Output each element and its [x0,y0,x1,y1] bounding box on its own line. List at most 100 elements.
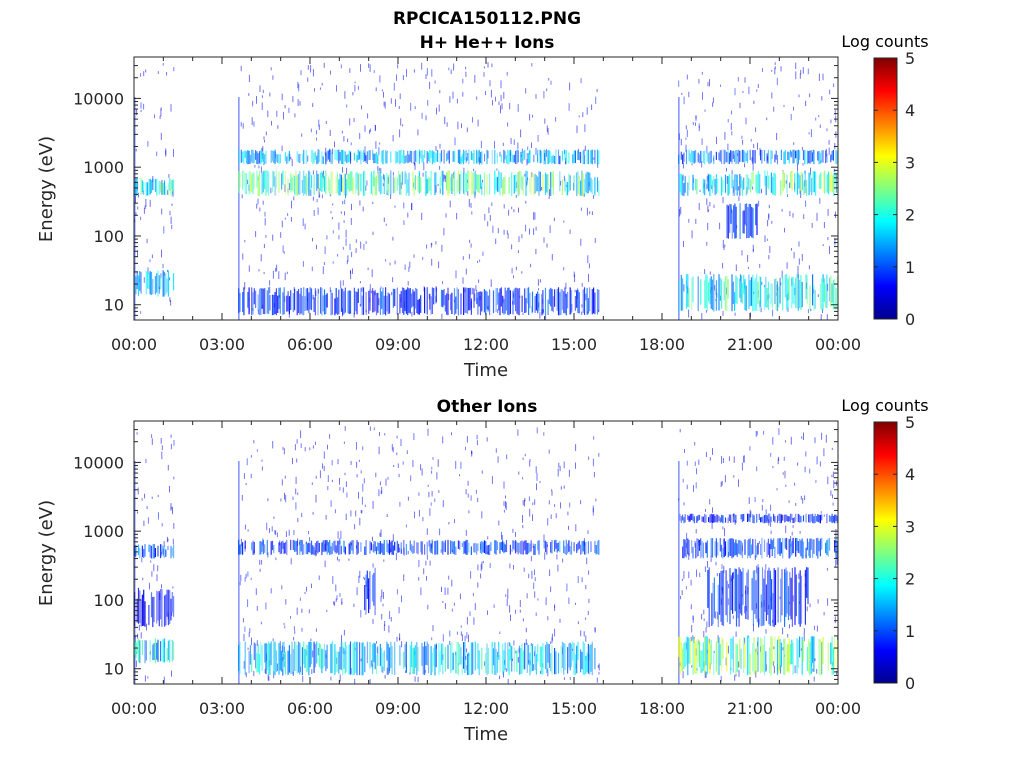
count-mark [344,642,346,674]
count-mark [353,603,355,607]
count-mark [466,632,468,639]
count-mark [149,271,151,295]
count-mark [443,289,445,306]
count-mark [163,545,166,559]
count-mark [680,642,682,671]
count-mark [730,575,732,611]
count-mark [421,212,423,220]
count-mark [308,170,310,196]
count-mark [735,264,737,271]
count-mark [440,541,443,552]
count-mark [749,538,751,558]
count-mark [417,676,419,683]
count-mark [282,245,284,253]
count-mark [266,290,268,314]
count-mark [281,93,283,101]
count-mark [486,291,488,310]
count-mark [787,278,789,308]
count-mark [365,612,367,615]
count-mark [504,175,506,195]
count-mark [778,513,780,521]
count-mark [756,466,758,472]
count-mark [320,287,322,314]
x-tick-label: 15:00 [551,335,597,354]
count-mark [826,540,828,555]
count-mark [135,212,137,216]
count-mark [346,492,348,498]
count-mark [434,151,436,164]
count-mark [727,539,729,558]
count-mark [496,541,498,551]
count-mark [418,149,420,164]
count-mark [793,282,795,305]
count-mark [575,602,576,605]
count-mark [468,199,470,207]
count-mark [574,274,576,283]
count-mark [760,637,762,674]
count-mark [780,514,782,524]
count-mark [470,642,472,675]
count-mark [467,191,469,196]
count-mark [261,466,263,471]
count-mark [378,167,380,172]
count-mark [442,500,444,508]
count-mark [522,457,524,460]
count-mark [383,174,385,194]
count-mark [502,643,504,675]
count-mark [273,294,275,316]
count-mark [791,639,793,665]
count-mark [767,281,769,310]
count-mark [504,287,506,314]
count-mark [534,543,536,555]
count-mark [245,573,247,579]
count-mark [495,540,497,555]
interval-onset [134,461,136,684]
count-mark [252,172,254,195]
count-mark [422,517,424,522]
count-mark [461,123,462,129]
count-mark [696,516,698,523]
count-mark [314,288,316,316]
count-mark [524,173,526,177]
count-mark [804,569,806,625]
count-mark [137,275,140,296]
count-mark [440,643,443,665]
count-mark [740,275,742,303]
count-mark [807,567,809,605]
count-mark [414,162,416,170]
count-mark [454,519,455,524]
count-mark [744,203,746,225]
count-mark [781,180,783,196]
count-mark [135,642,137,659]
count-mark [253,172,255,190]
count-mark [338,149,340,164]
count-mark [529,292,531,309]
count-mark [362,483,364,492]
count-mark [383,174,384,180]
count-mark [563,677,565,680]
count-mark [704,566,706,572]
count-mark [584,145,586,151]
count-mark [512,658,513,661]
count-mark [595,545,597,555]
count-mark [763,285,766,310]
count-mark [573,542,575,552]
count-mark [452,91,454,99]
count-mark [578,152,580,161]
count-mark [271,526,273,532]
count-mark [593,157,595,160]
count-mark [522,477,524,480]
count-mark [769,570,771,626]
count-mark [472,172,474,195]
count-mark [552,155,554,163]
count-mark [377,646,379,666]
count-mark [710,555,712,562]
count-mark [292,293,294,313]
count-mark [515,609,516,614]
count-mark [749,149,751,161]
count-mark [806,606,808,612]
count-mark [409,150,411,162]
count-mark [468,510,470,514]
count-mark [435,152,437,162]
count-mark [284,541,287,554]
